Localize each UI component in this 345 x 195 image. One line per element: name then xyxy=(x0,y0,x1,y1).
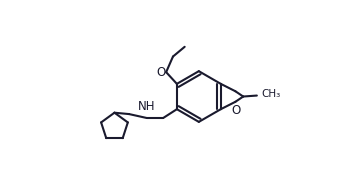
Text: O: O xyxy=(232,104,241,117)
Text: CH₃: CH₃ xyxy=(262,89,281,99)
Text: NH: NH xyxy=(138,100,155,113)
Text: O: O xyxy=(157,66,166,79)
